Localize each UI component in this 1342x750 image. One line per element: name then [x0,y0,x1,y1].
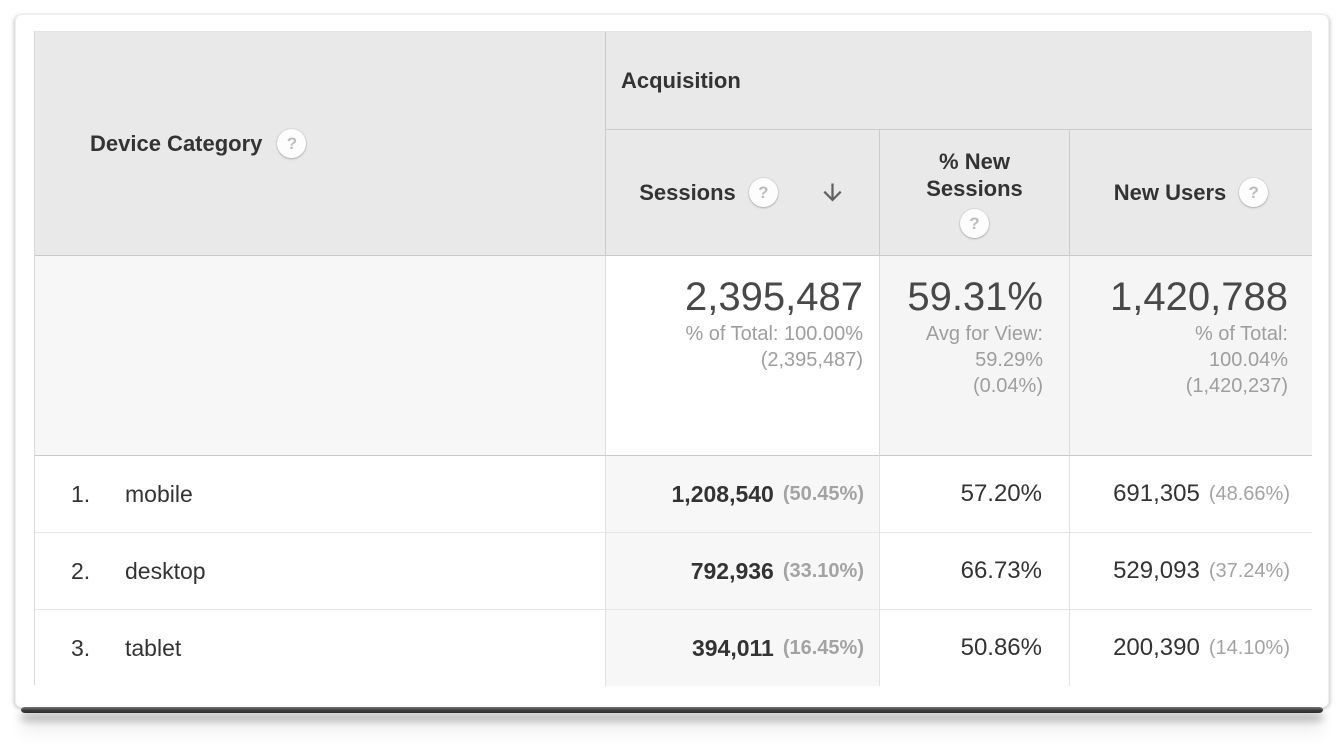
new-users-header-label: New Users [1113,179,1227,205]
row-index: 2. [71,557,91,584]
screenshot-frame: Device Category ? Acquisition Sessions ?… [15,14,1329,713]
help-icon[interactable]: ? [960,208,989,238]
sessions-column-header[interactable]: Sessions ? [605,130,879,255]
sessions-value-cell: 792,936 (33.10%) [605,532,879,609]
acquisition-group-label: Acquisition [621,67,741,93]
new-users-column-header[interactable]: New Users ? [1069,130,1312,255]
acquisition-group-header: Acquisition [605,32,1312,130]
summary-dimension-cell [35,255,605,455]
new-users-total: 1,420,788 [1110,275,1288,319]
sessions-percent: (33.10%) [782,559,864,582]
help-icon[interactable]: ? [748,178,778,207]
new-sessions-value-cell: 66.73% [879,532,1069,609]
table-row-dimension: 2. desktop [35,532,605,609]
sessions-value-cell: 394,011 (16.45%) [605,609,879,686]
new-sessions-average-note: (0.04%) [972,375,1043,397]
table-row-dimension: 3. tablet [35,609,605,686]
sessions-header-label: Sessions [639,179,736,205]
new-sessions-value-cell: 50.86% [879,609,1069,686]
device-category-header-label: Device Category [90,130,263,156]
new-users-percent: (37.24%) [1208,559,1290,582]
row-index: 3. [71,634,91,661]
new-users-percent: (14.10%) [1208,636,1290,659]
sessions-total: 2,395,487 [685,275,863,319]
new-sessions-average-note: 59.29% [975,349,1043,371]
new-sessions-value: 50.86% [960,634,1042,661]
new-users-percent: (48.66%) [1208,482,1290,505]
new-users-total-note: (1,420,237) [1185,375,1288,397]
table-row-dimension: 1. mobile [35,455,605,532]
sessions-value: 394,011 [691,634,774,661]
new-sessions-value: 66.73% [960,557,1042,584]
sessions-value-cell: 1,208,540 (50.45%) [605,455,879,532]
sessions-value: 1,208,540 [671,480,774,507]
new-users-value-cell: 691,305 (48.66%) [1069,455,1312,532]
new-sessions-value-cell: 57.20% [879,455,1069,532]
sessions-total-note: % of Total: 100.00% [685,323,863,345]
new-sessions-average-note: Avg for View: [925,323,1043,345]
new-sessions-column-header[interactable]: % New Sessions ? [879,130,1069,255]
help-icon[interactable]: ? [1239,178,1269,207]
new-sessions-value: 57.20% [960,480,1042,507]
summary-new-users-cell: 1,420,788 % of Total: 100.04% (1,420,237… [1069,255,1312,455]
device-category-table: Device Category ? Acquisition Sessions ?… [34,31,1312,686]
new-sessions-header-line1: % New [939,148,1010,174]
new-users-value: 529,093 [1113,557,1200,584]
new-users-total-note: % of Total: [1194,323,1288,345]
sort-descending-icon[interactable] [819,179,846,206]
help-icon[interactable]: ? [277,129,307,158]
row-label: desktop [125,557,206,584]
new-sessions-header-line2: Sessions [926,175,1023,201]
sessions-percent: (50.45%) [782,482,864,505]
new-users-value-cell: 529,093 (37.24%) [1069,532,1312,609]
sessions-percent: (16.45%) [782,636,864,659]
row-label: mobile [125,480,193,507]
row-label: tablet [125,634,182,661]
new-sessions-average: 59.31% [907,275,1043,319]
new-users-value: 200,390 [1113,634,1200,661]
row-index: 1. [71,480,91,507]
summary-new-sessions-cell: 59.31% Avg for View: 59.29% (0.04%) [879,255,1069,455]
new-users-value-cell: 200,390 (14.10%) [1069,609,1312,686]
sessions-total-note: (2,395,487) [760,349,863,371]
device-category-header[interactable]: Device Category ? [35,32,605,255]
summary-sessions-cell: 2,395,487 % of Total: 100.00% (2,395,487… [605,255,879,455]
new-users-value: 691,305 [1113,480,1200,507]
new-users-total-note: 100.04% [1209,349,1288,371]
sessions-value: 792,936 [690,557,774,584]
